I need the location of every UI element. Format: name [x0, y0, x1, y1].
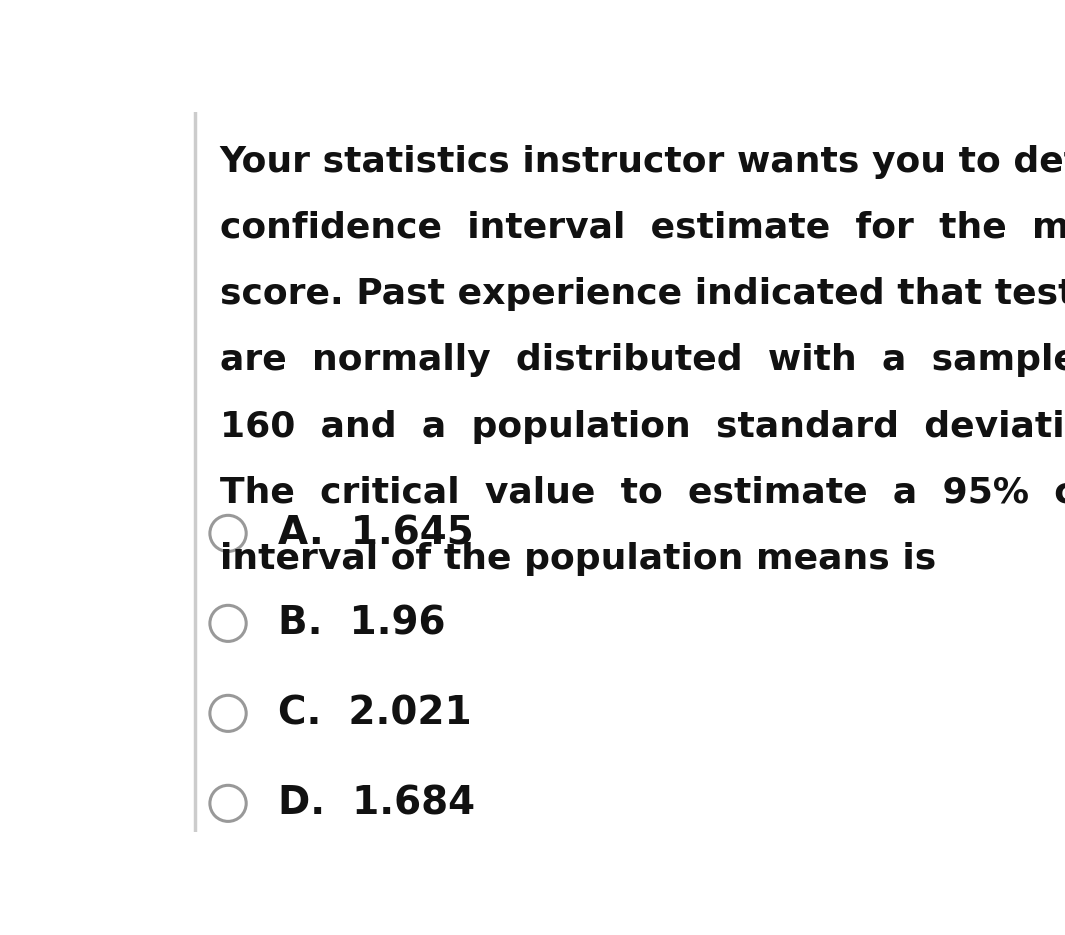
Text: are  normally  distributed  with  a  sample  mean  of: are normally distributed with a sample m… [219, 343, 1065, 378]
Text: A.  1.645: A. 1.645 [278, 514, 473, 553]
Text: The  critical  value  to  estimate  a  95%  confidence: The critical value to estimate a 95% con… [219, 476, 1065, 510]
Text: B.  1.96: B. 1.96 [278, 604, 445, 642]
Text: interval of the population means is: interval of the population means is [219, 542, 936, 576]
Text: D.  1.684: D. 1.684 [278, 784, 475, 823]
Text: confidence  interval  estimate  for  the  mean  test: confidence interval estimate for the mea… [219, 210, 1065, 245]
Text: 160  and  a  population  standard  deviation  of  45.: 160 and a population standard deviation … [219, 410, 1065, 443]
Text: Your statistics instructor wants you to determine a: Your statistics instructor wants you to … [219, 145, 1065, 179]
Text: C.  2.021: C. 2.021 [278, 695, 471, 732]
Text: score. Past experience indicated that tests scores: score. Past experience indicated that te… [219, 277, 1065, 311]
